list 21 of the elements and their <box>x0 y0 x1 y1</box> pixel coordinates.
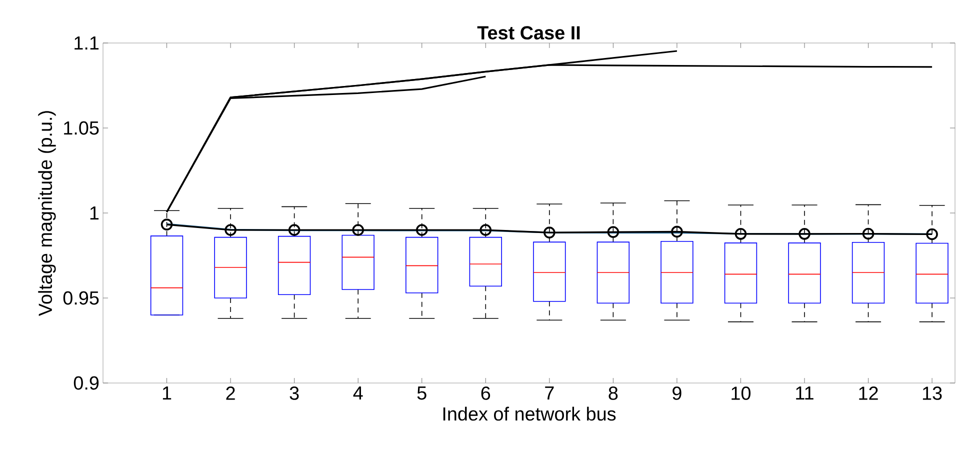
x-tick-label: 10 <box>732 386 751 400</box>
x-tick-label: 13 <box>922 386 942 400</box>
x-axis-title: Index of network bus <box>443 406 616 421</box>
x-tick-label: 1 <box>162 386 172 400</box>
y-tick-label: 0.9 <box>74 376 99 390</box>
x-tick-label: 7 <box>545 386 554 400</box>
x-tick-label: 4 <box>353 386 363 400</box>
x-tick-label: 8 <box>608 386 618 400</box>
chart-title: Test Case II <box>477 26 580 40</box>
x-tick-label: 12 <box>859 386 878 400</box>
x-tick-label: 3 <box>290 386 299 400</box>
y-tick-label: 1.05 <box>64 121 99 135</box>
x-tick-label: 9 <box>672 386 682 400</box>
x-tick-label: 2 <box>226 386 235 400</box>
x-tick-label: 11 <box>796 386 814 400</box>
y-tick-label: 0.95 <box>63 291 99 305</box>
x-tick-label: 5 <box>417 386 426 400</box>
y-axis-title: Voltage magnitude (p.u.) <box>38 111 56 316</box>
x-tick-label: 6 <box>481 386 490 400</box>
y-tick-label: 1.1 <box>74 36 99 50</box>
y-tick-label: 1 <box>90 206 99 220</box>
